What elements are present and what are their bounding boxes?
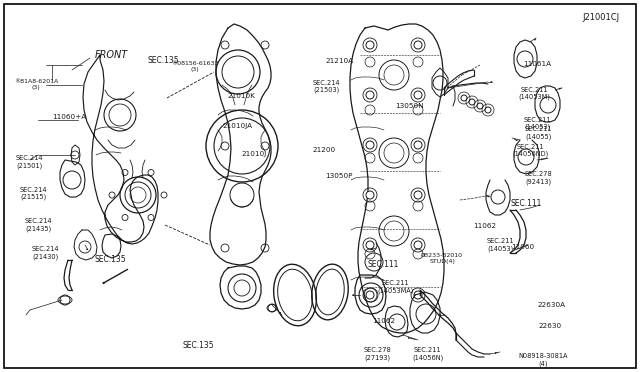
Text: SEC.211
(14053): SEC.211 (14053) — [486, 238, 514, 251]
Circle shape — [414, 241, 422, 249]
Text: FRONT: FRONT — [95, 50, 128, 60]
Text: J21001CJ: J21001CJ — [582, 13, 620, 22]
Text: SEC.211
(14053MA): SEC.211 (14053MA) — [378, 280, 414, 294]
Text: SEC.135: SEC.135 — [148, 55, 180, 64]
Text: 0B233-B2010
STUD(4): 0B233-B2010 STUD(4) — [421, 253, 463, 264]
Circle shape — [414, 91, 422, 99]
Text: SEC.278
(92413): SEC.278 (92413) — [525, 171, 552, 185]
Circle shape — [366, 191, 374, 199]
Text: SEC.135: SEC.135 — [182, 341, 214, 350]
Circle shape — [414, 41, 422, 49]
Text: ®08156-61633
(3): ®08156-61633 (3) — [172, 61, 219, 72]
Text: SEC.135: SEC.135 — [95, 255, 126, 264]
Text: 11062: 11062 — [372, 318, 396, 324]
Text: 22630: 22630 — [539, 323, 562, 328]
Circle shape — [366, 91, 374, 99]
Circle shape — [414, 291, 422, 299]
Text: N08918-3081A
(4): N08918-3081A (4) — [518, 353, 568, 367]
Text: 11061A: 11061A — [524, 61, 552, 67]
Circle shape — [366, 41, 374, 49]
Text: 11062: 11062 — [474, 223, 497, 229]
Text: 21010K: 21010K — [227, 93, 255, 99]
Text: SEC.214
(21503): SEC.214 (21503) — [312, 80, 340, 93]
Circle shape — [414, 141, 422, 149]
Text: SEC.214
(21515): SEC.214 (21515) — [19, 187, 47, 200]
Text: SEC.214
(21435): SEC.214 (21435) — [24, 218, 52, 232]
Text: SEC.211
(14053): SEC.211 (14053) — [524, 117, 551, 130]
Text: 13050N: 13050N — [396, 103, 424, 109]
Text: 21010JA: 21010JA — [223, 123, 253, 129]
Text: 21010J: 21010J — [242, 151, 267, 157]
Text: 11060: 11060 — [511, 244, 534, 250]
Text: 21210A: 21210A — [325, 58, 353, 64]
Text: SEC.214
(21501): SEC.214 (21501) — [16, 155, 44, 169]
Circle shape — [414, 191, 422, 199]
Text: SEC.111: SEC.111 — [511, 199, 542, 208]
Text: SEC.211
(14056ND): SEC.211 (14056ND) — [512, 144, 548, 157]
Text: SEC.211
(14053M): SEC.211 (14053M) — [518, 87, 550, 100]
Circle shape — [366, 291, 374, 299]
Text: SEC.111: SEC.111 — [368, 260, 399, 269]
Text: SEC.211
(14055): SEC.211 (14055) — [525, 126, 552, 140]
Text: 13050P: 13050P — [325, 173, 353, 179]
Text: 21200: 21200 — [312, 147, 335, 153]
Circle shape — [366, 241, 374, 249]
Text: 22630A: 22630A — [538, 302, 566, 308]
Text: SEC.211
(14056N): SEC.211 (14056N) — [412, 347, 443, 361]
Text: SEC.278
(27193): SEC.278 (27193) — [364, 347, 392, 361]
Text: ®81A8-6201A
(3): ®81A8-6201A (3) — [14, 79, 58, 90]
Text: SEC.214
(21430): SEC.214 (21430) — [32, 246, 60, 260]
Circle shape — [366, 141, 374, 149]
Text: 11060+A: 11060+A — [52, 114, 87, 120]
